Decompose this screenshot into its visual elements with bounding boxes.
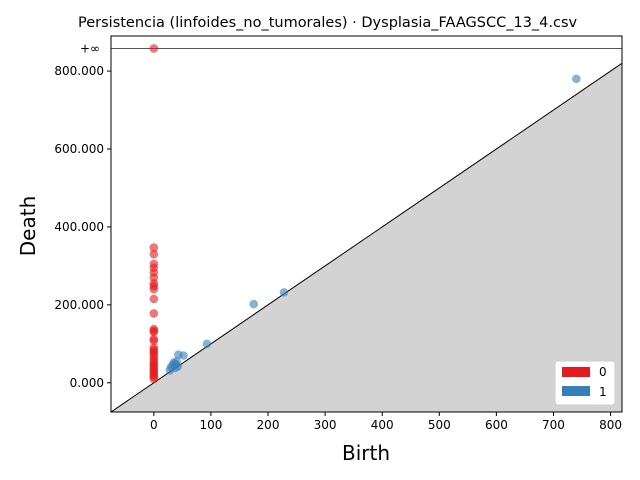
points-group: [149, 44, 581, 384]
point-dim-1: [572, 74, 581, 84]
y-tick-label: 400.000: [54, 220, 104, 234]
y-tick-label: 200.000: [54, 298, 104, 312]
x-tick-label: 0: [150, 418, 158, 432]
point-dim-0: [149, 294, 159, 304]
point-dim-1: [249, 299, 259, 309]
x-tick-label: 500: [428, 418, 451, 432]
point-dim-1: [202, 339, 212, 349]
x-tick-label: 200: [257, 418, 280, 432]
point-dim-0: [149, 336, 159, 345]
point-dim-0: [149, 284, 159, 294]
below-diagonal-region: [111, 63, 622, 412]
x-tick-label: 600: [485, 418, 508, 432]
diagonal-line: [111, 62, 622, 412]
x-axis-label: Birth: [342, 441, 390, 465]
point-dim-0: [149, 374, 159, 384]
point-dim-0: [149, 243, 159, 252]
point-dim-1: [279, 288, 289, 297]
y-tick-label: 800.000: [54, 64, 104, 78]
legend-swatch-0: [562, 367, 590, 377]
x-tick-label: 100: [199, 418, 222, 432]
x-axis-ticks: 0 100 200 300 400 500 600 700 800: [150, 412, 622, 432]
plot-frame: [110, 35, 623, 413]
x-tick-label: 800: [599, 418, 622, 432]
point-dim-0: [149, 309, 159, 318]
y-tick-label: 600.000: [54, 142, 104, 156]
point-dim-0: [149, 327, 159, 337]
legend-label-0: 0: [599, 365, 607, 379]
chart-title: Persistencia (linfoides_no_tumorales) · …: [78, 15, 578, 31]
legend: 0 1: [554, 360, 616, 406]
plot-area: [111, 44, 622, 412]
point-dim-0: [149, 249, 159, 259]
legend-swatch-1: [562, 386, 590, 396]
point-dim-1: [165, 366, 175, 375]
point-dim-1: [174, 350, 183, 360]
y-axis-ticks: 0.000 200.000 400.000 600.000 800.000: [54, 64, 111, 390]
y-tick-label: 0.000: [70, 376, 104, 390]
x-tick-label: 300: [314, 418, 337, 432]
y-axis-label: Death: [16, 196, 40, 256]
x-tick-label: 700: [542, 418, 565, 432]
x-tick-label: 400: [371, 418, 394, 432]
legend-label-1: 1: [599, 385, 607, 399]
infinity-tick-label: +∞: [80, 41, 100, 55]
point-dim-0: [149, 44, 159, 53]
